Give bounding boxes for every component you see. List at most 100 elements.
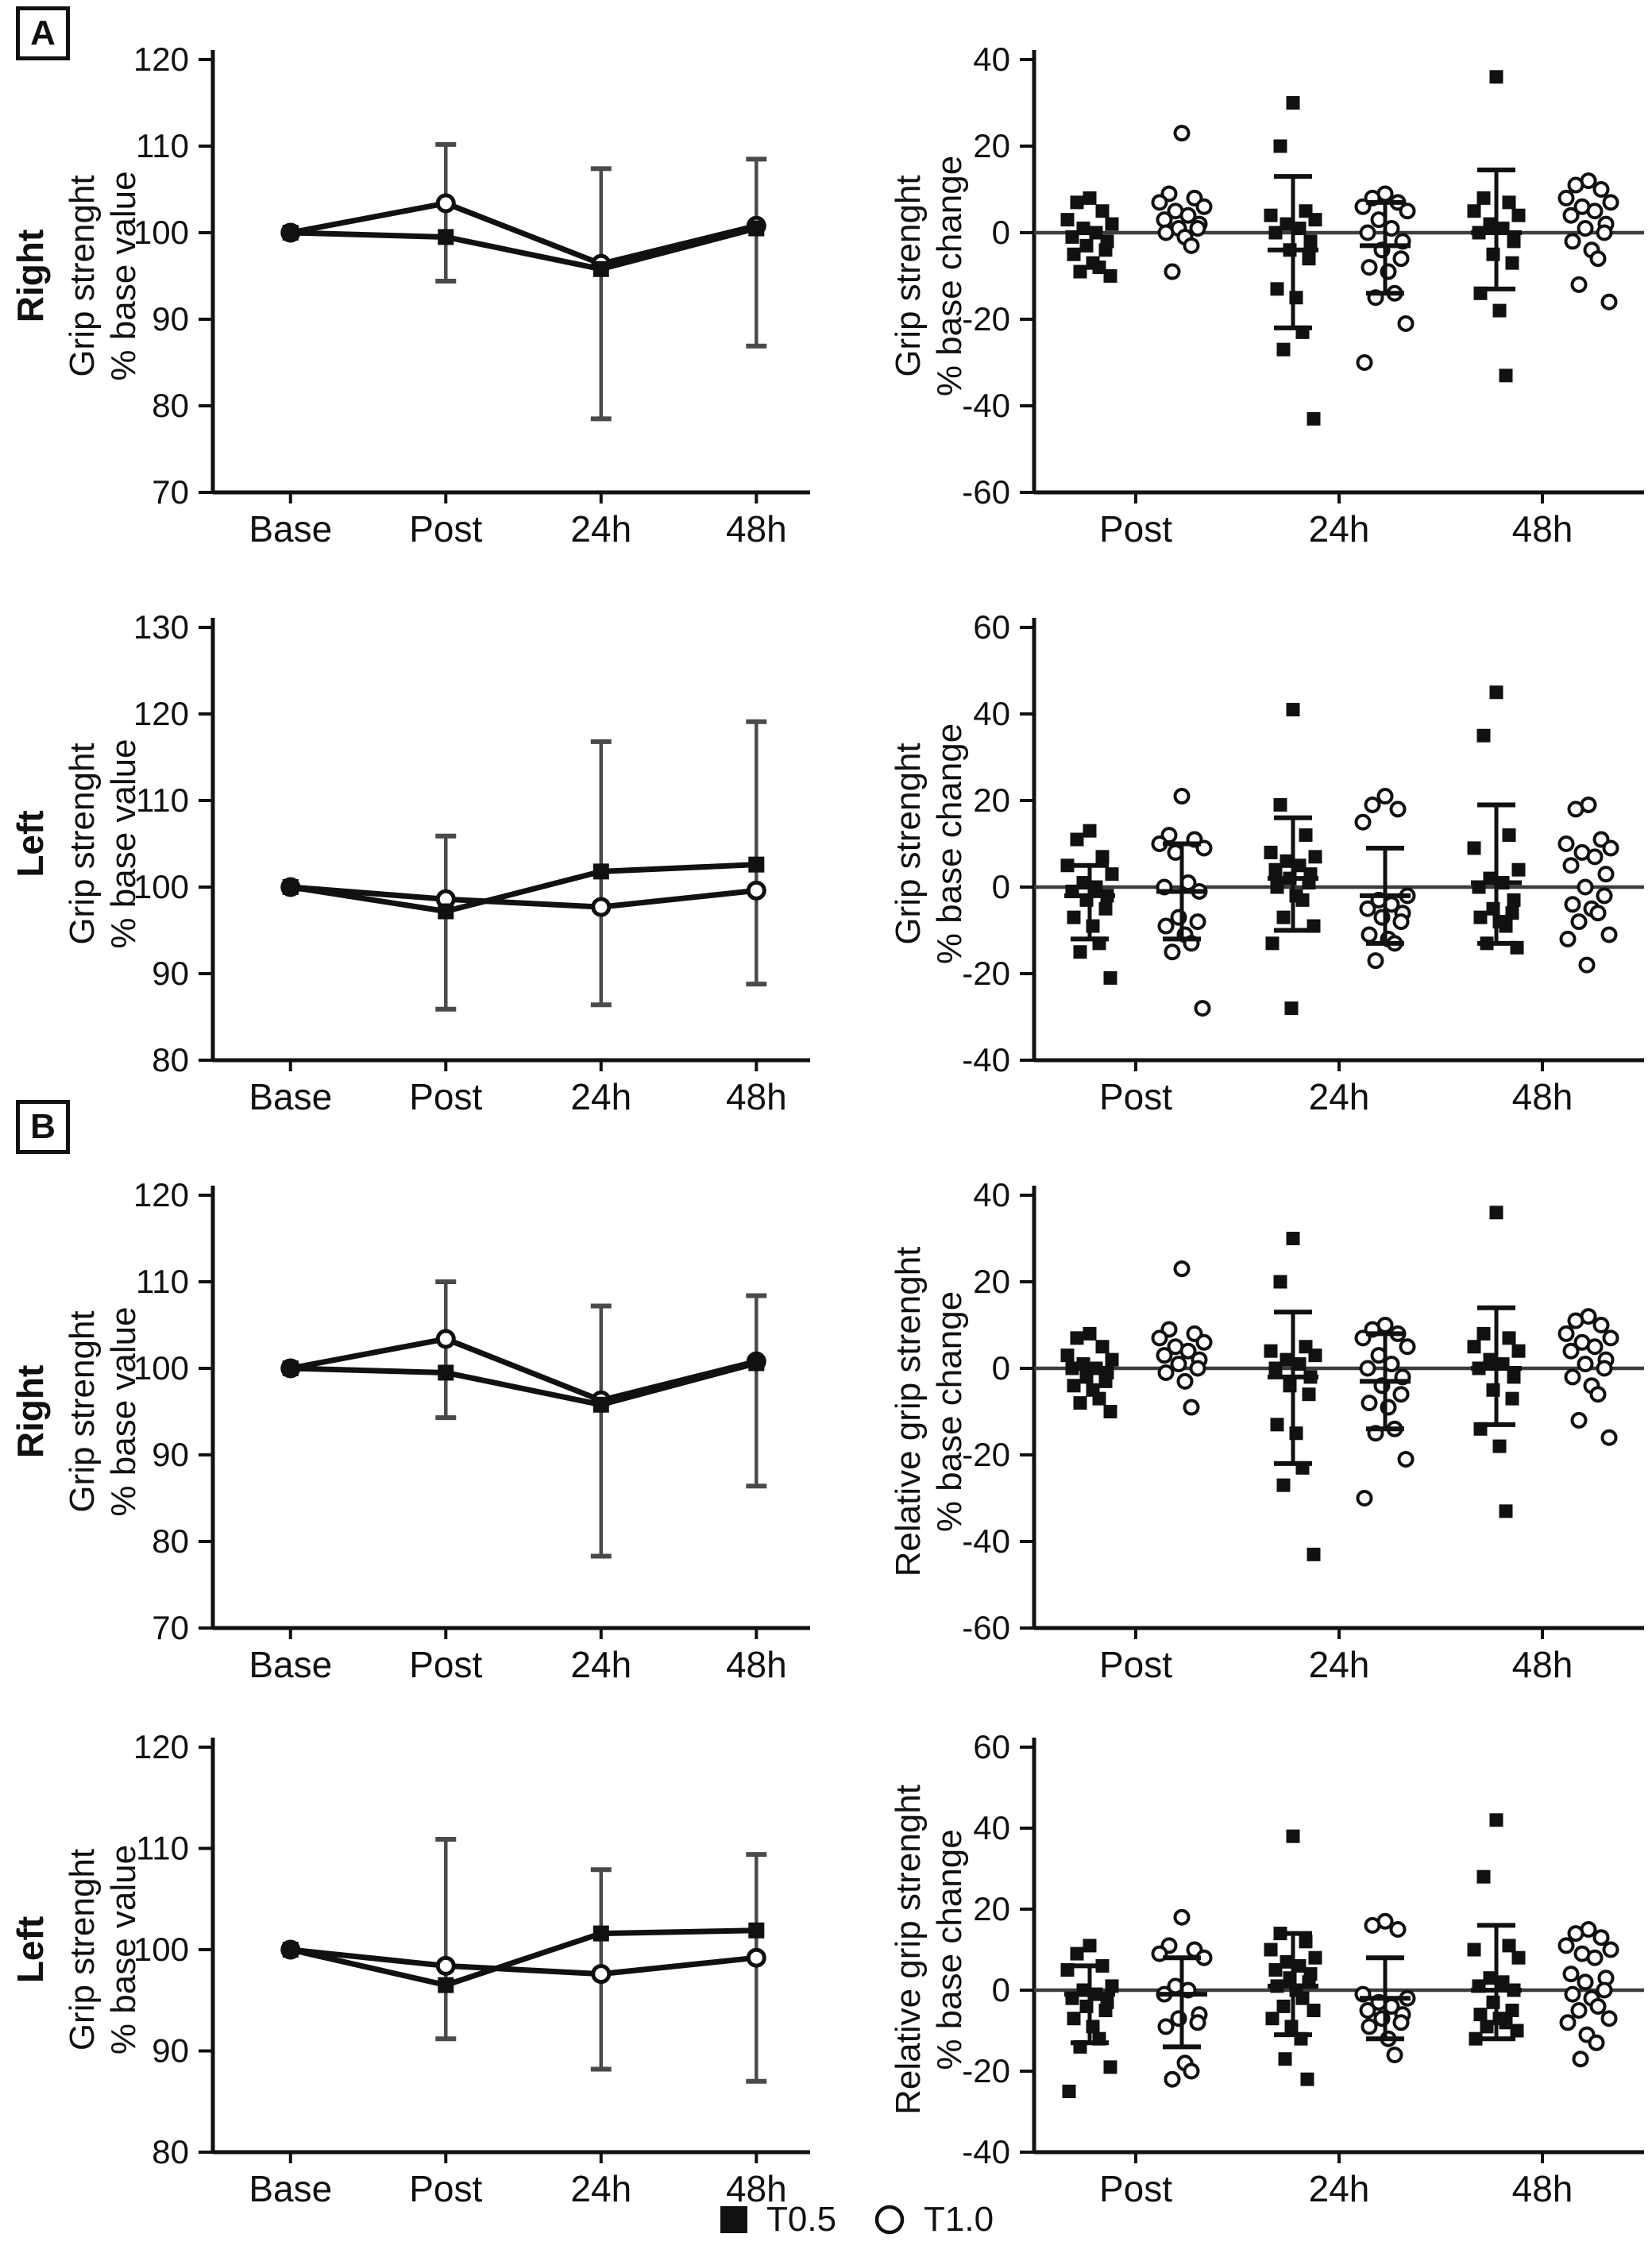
marker-square	[1280, 217, 1294, 231]
marker-square	[1473, 2008, 1488, 2022]
scatter-group-Post-T0.5	[1060, 1326, 1119, 1418]
marker-square	[1307, 411, 1321, 426]
marker-square	[1299, 828, 1313, 843]
marker-circle	[1194, 1000, 1211, 1017]
marker-circle	[1399, 1338, 1416, 1356]
scatter-group-48h-T0.5	[1467, 1206, 1526, 1518]
marker-circle	[1183, 1399, 1200, 1416]
marker-square	[1103, 1405, 1117, 1418]
marker-square	[1499, 919, 1513, 933]
row-label: Left	[10, 810, 51, 877]
marker-square	[1083, 1939, 1097, 1953]
marker-square	[1467, 204, 1481, 218]
marker-square	[282, 1942, 299, 1958]
marker-square	[438, 229, 454, 245]
y-axis-title: % base value	[104, 1306, 143, 1516]
series-line-T0.5	[290, 1360, 758, 1408]
marker-square	[1505, 256, 1519, 270]
marker-circle	[1557, 189, 1575, 206]
y-tick-label: 110	[136, 127, 189, 164]
marker-circle	[1156, 211, 1173, 229]
marker-square	[1292, 222, 1307, 236]
marker-square	[1073, 945, 1087, 959]
y-tick-label: 70	[152, 1609, 189, 1646]
marker-circle	[1600, 926, 1618, 943]
x-tick-label: Base	[249, 1644, 332, 1685]
y-tick-label: -20	[962, 300, 1010, 338]
panel-b-left-grip-change-svg: -40 -20 0 20 40 60 Post 24h 48h Relative grip str…	[889, 1728, 1644, 2209]
marker-square	[1083, 191, 1097, 205]
y-axis-title: Grip strenght	[889, 175, 928, 376]
marker-square	[1280, 1352, 1294, 1367]
y-tick-label: 20	[973, 1263, 1010, 1300]
y-axis-title: Relative grip strenght	[889, 1247, 928, 1577]
panel-label-a: A	[16, 6, 70, 60]
marker-circle	[1602, 1941, 1619, 1958]
panel-a-left-grip-value-svg: 80 90 100 110 120 130 Base Post 24h 48h Left Grip s…	[10, 608, 810, 1117]
y-tick-label: -20	[962, 2052, 1010, 2089]
marker-square	[1308, 850, 1322, 864]
x-tick-label: 48h	[726, 1644, 787, 1685]
marker-circle	[1586, 1338, 1604, 1356]
marker-circle	[591, 897, 612, 917]
marker-circle	[1157, 2018, 1175, 2035]
y-tick-label: 40	[973, 695, 1010, 732]
x-tick-label: 48h	[1512, 1076, 1573, 1117]
marker-square	[1307, 1547, 1321, 1561]
panel-label-a-text: A	[30, 14, 56, 52]
marker-circle	[1562, 1966, 1580, 1983]
marker-square	[1476, 728, 1491, 743]
marker-square	[1483, 1971, 1497, 1985]
marker-square	[1089, 880, 1103, 894]
marker-square	[1284, 1001, 1299, 1016]
marker-square	[1095, 1340, 1110, 1354]
marker-square	[1292, 1357, 1307, 1372]
y-axis-title: Grip strenght	[889, 743, 928, 944]
y-tick-label: 120	[133, 1728, 189, 1765]
marker-circle	[1572, 2051, 1589, 2068]
x-tick-label: Post	[409, 1076, 482, 1117]
x-tick-label: Post	[409, 1644, 482, 1685]
marker-square	[1476, 1869, 1491, 1884]
y-tick-label: 120	[133, 1176, 189, 1213]
marker-square	[1499, 368, 1513, 383]
marker-square	[1098, 901, 1113, 916]
marker-square	[1060, 858, 1075, 873]
marker-circle	[1602, 194, 1619, 211]
marker-circle	[435, 1955, 456, 1976]
marker-circle	[1195, 198, 1213, 215]
marker-circle	[1356, 1490, 1373, 1507]
y-tick-label: 80	[152, 1522, 189, 1560]
marker-square	[1065, 230, 1079, 244]
marker-square	[1103, 269, 1117, 283]
x-tick-label: 24h	[1309, 2168, 1370, 2209]
legend-circle-icon	[874, 2205, 905, 2235]
y-tick-label: 110	[136, 1830, 189, 1867]
marker-square	[1092, 1391, 1106, 1406]
marker-square	[1307, 2004, 1321, 2017]
marker-square	[1083, 1326, 1097, 1341]
y-tick-label: 100	[133, 868, 189, 905]
marker-square	[438, 1977, 454, 1993]
marker-square	[1092, 260, 1106, 275]
x-tick-label: 48h	[726, 1076, 787, 1117]
marker-square	[1480, 2020, 1494, 2034]
marker-square	[1492, 303, 1507, 318]
marker-circle	[1586, 1949, 1604, 1966]
marker-square	[1264, 845, 1278, 859]
marker-circle	[1596, 887, 1613, 905]
marker-square	[1280, 854, 1294, 868]
marker-circle	[746, 1947, 766, 1968]
marker-square	[1098, 243, 1113, 257]
marker-circle	[591, 1964, 612, 1985]
y-tick-label: 100	[133, 1349, 189, 1387]
marker-circle	[1173, 1260, 1191, 1278]
marker-square	[1507, 1370, 1521, 1384]
marker-circle	[435, 193, 456, 214]
marker-circle	[1562, 206, 1580, 224]
legend-label-t05: T0.5	[766, 2200, 837, 2239]
marker-square	[748, 220, 765, 237]
marker-square	[1492, 1439, 1507, 1453]
y-axis-title: % base change	[930, 723, 969, 964]
marker-circle	[1570, 1411, 1588, 1429]
